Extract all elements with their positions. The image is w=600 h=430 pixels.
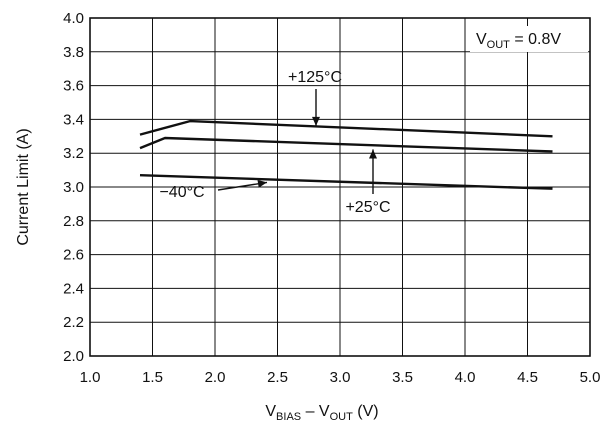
y-tick-label: 4.0 bbox=[63, 10, 84, 27]
annotations: +125°C +25°C −40°C bbox=[159, 69, 390, 216]
x-label-prefix: V bbox=[265, 403, 276, 420]
y-tick-label: 3.0 bbox=[63, 179, 84, 196]
annotation-arrowhead bbox=[369, 149, 377, 159]
y-tick-label: 2.4 bbox=[63, 280, 84, 297]
x-tick-label: 3.0 bbox=[330, 369, 351, 386]
annotation-arrowhead bbox=[312, 116, 320, 126]
x-tick-label: 3.5 bbox=[392, 369, 413, 386]
series-line bbox=[139, 119, 553, 138]
x-label-suffix: (V) bbox=[353, 403, 379, 420]
condition-sub: OUT bbox=[487, 39, 511, 51]
annotation-arrowhead bbox=[257, 179, 267, 188]
y-tick-label: 3.8 bbox=[63, 44, 84, 61]
x-tick-label: 4.5 bbox=[517, 369, 538, 386]
x-axis-label: VBIAS – VOUT (V) bbox=[265, 403, 378, 423]
series-line bbox=[139, 174, 553, 190]
x-tick-label: 2.0 bbox=[205, 369, 226, 386]
condition-label: VOUT = 0.8V bbox=[476, 31, 561, 51]
condition-prefix: V bbox=[476, 31, 487, 48]
series-label: −40°C bbox=[159, 184, 204, 201]
grid bbox=[89, 17, 591, 357]
x-tick-label: 4.0 bbox=[455, 369, 476, 386]
x-tick-labels: 1.0 1.5 2.0 2.5 3.0 3.5 4.0 4.5 5.0 bbox=[80, 369, 600, 386]
condition-note: VOUT = 0.8V bbox=[470, 26, 588, 52]
y-tick-labels: 2.0 2.2 2.4 2.6 2.8 3.0 3.2 3.4 3.6 3.8 4.0 bbox=[63, 10, 84, 365]
y-tick-label: 3.4 bbox=[63, 111, 84, 128]
x-label-mid: – V bbox=[301, 403, 330, 420]
series-label: +125°C bbox=[288, 69, 342, 86]
series-line bbox=[139, 136, 553, 153]
y-tick-label: 2.0 bbox=[63, 348, 84, 365]
y-tick-label: 3.6 bbox=[63, 78, 84, 95]
x-tick-label: 5.0 bbox=[580, 369, 600, 386]
x-tick-label: 1.0 bbox=[80, 369, 101, 386]
y-tick-label: 2.2 bbox=[63, 314, 84, 331]
y-axis-label: Current Limit (A) bbox=[15, 128, 32, 245]
y-tick-label: 2.6 bbox=[63, 247, 84, 264]
plot-frame bbox=[89, 17, 591, 357]
series-label: +25°C bbox=[345, 199, 390, 216]
series-layer bbox=[139, 119, 553, 190]
condition-suffix: = 0.8V bbox=[510, 31, 561, 48]
x-label-sub1: BIAS bbox=[276, 411, 301, 423]
y-tick-label: 2.8 bbox=[63, 213, 84, 230]
x-tick-label: 2.5 bbox=[267, 369, 288, 386]
x-tick-label: 1.5 bbox=[142, 369, 163, 386]
y-tick-label: 3.2 bbox=[63, 145, 84, 162]
x-label-sub2: OUT bbox=[330, 411, 354, 423]
